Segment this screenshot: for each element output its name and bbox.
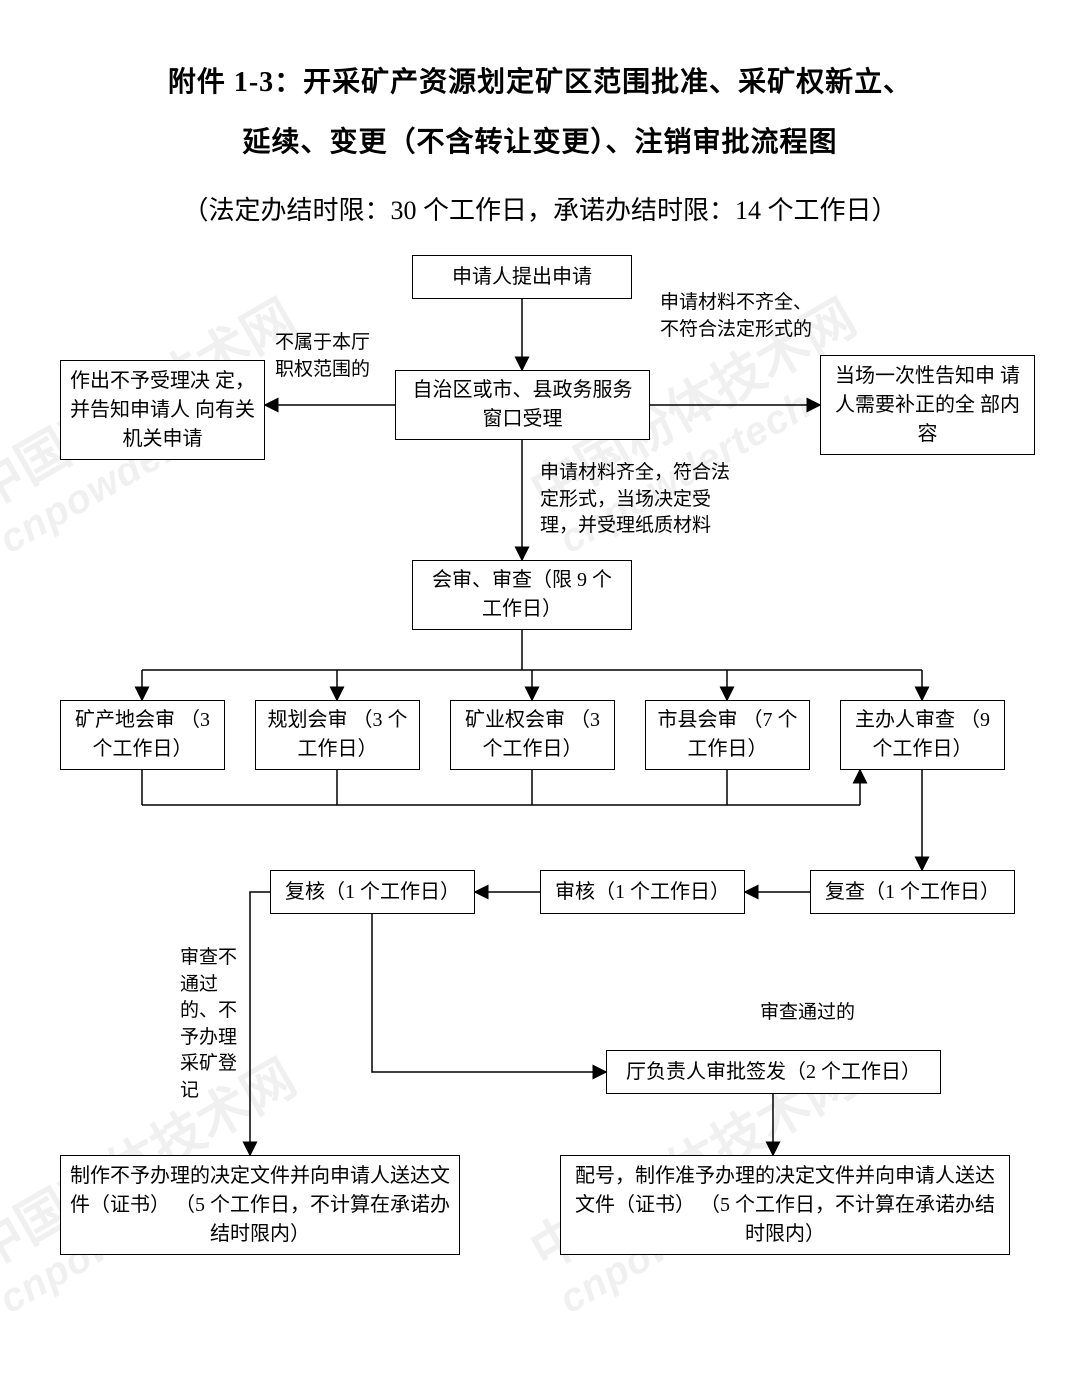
label-fail: 审查不 通过 的、不 予办理 采矿登 记 [180,945,237,1105]
node-supplement: 当场一次性告知申 请人需要补正的全 部内容 [820,355,1035,455]
node-reject: 作出不予受理决 定，并告知申请人 向有关机关申请 [60,360,265,460]
node-rb: 规划会审 （3 个工作日） [255,700,420,770]
label-pass: 审查通过的 [760,1000,855,1027]
node-ra: 矿产地会审 （3 个工作日） [60,700,225,770]
node-approve: 厅负责人审批签发（2 个工作日） [606,1050,941,1094]
label-complete: 申请材料齐全，符合法 定形式，当场决定受 理，并受理纸质材料 [540,460,730,540]
node-fucha: 复查（1 个工作日） [810,870,1015,914]
node-shenhe: 审核（1 个工作日） [540,870,745,914]
node-review: 会审、审查（限 9 个 工作日） [412,560,632,630]
node-rc: 矿业权会审 （3 个工作日） [450,700,615,770]
node-accept: 自治区或市、县政务服务 窗口受理 [395,370,650,440]
page-subtitle: （法定办结时限：30 个工作日，承诺办结时限：14 个工作日） [0,190,1080,227]
label-not-ours: 不属于本厅 职权范围的 [275,330,370,383]
page-title-line2: 延续、变更（不含转让变更）、注销审批流程图 [0,120,1080,160]
node-doc-no: 制作不予办理的决定文件并向申请人送达文 件（证书） （5 个工作日，不计算在承诺… [60,1155,460,1255]
node-rd: 市县会审 （7 个工作日） [645,700,810,770]
page-title-line1: 附件 1-3：开采矿产资源划定矿区范围批准、采矿权新立、 [0,60,1080,100]
node-fuhe: 复核（1 个工作日） [270,870,475,914]
node-doc-yes: 配号，制作准予办理的决定文件并向申请人送达 文件（证书） （5 个工作日，不计算… [560,1155,1010,1255]
node-re: 主办人审查 （9 个工作日） [840,700,1005,770]
node-apply: 申请人提出申请 [412,255,632,299]
label-incomplete: 申请材料不齐全、 不符合法定形式的 [660,290,812,343]
